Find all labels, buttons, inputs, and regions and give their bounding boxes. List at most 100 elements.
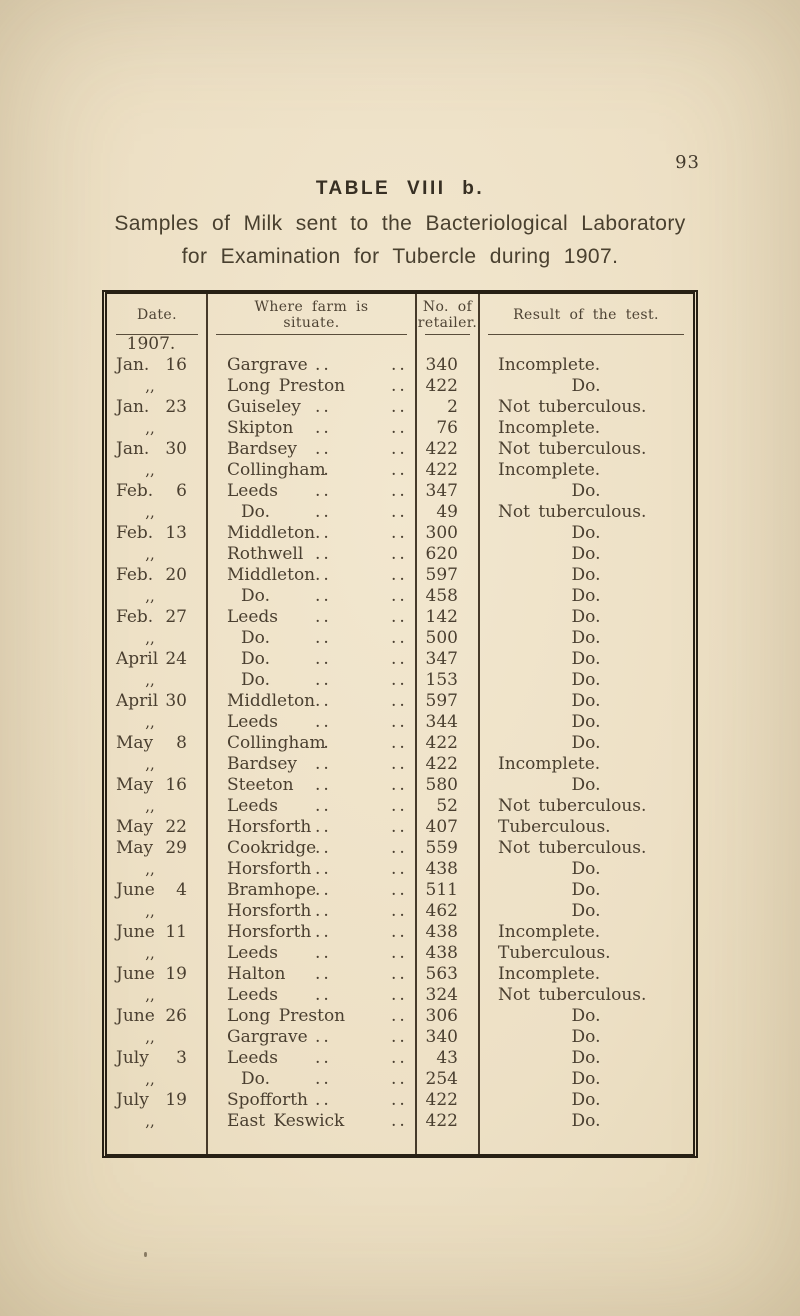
result-cell: Incomplete. [498,418,601,438]
col-header-date: Date. [107,294,207,335]
retailer-no-cell: 306 [425,1006,458,1026]
date-day: 22 [165,817,187,837]
header-rule [116,334,198,335]
retailer-no-cell: 580 [425,775,458,795]
retailer-no-cell: 153 [425,670,458,690]
table-row: May 16 Steeton .. .. 580 Do. [107,775,693,796]
date-day: 19 [165,1090,187,1110]
result-cell: Do. [571,481,601,501]
table-row: ,, Do. .. .. 254 Do. [107,1069,693,1090]
date-cell: ,, [107,754,207,775]
table-row: ,, Horsforth .. .. 462 Do. [107,901,693,922]
dot-leader: .. [315,628,332,648]
retailer-no-cell: 511 [425,880,458,900]
date-day: 30 [165,691,187,711]
col-header-retailer: No. of retailer. [416,294,479,335]
farm-cell: Do. .. .. [207,649,416,670]
dot-leader: .. [391,670,408,690]
farm-cell: Leeds .. .. [207,481,416,502]
date-cell: ,, [107,502,207,523]
farm-name: Long Preston [227,376,346,396]
retailer-no-cell: 340 [425,1027,458,1047]
date-month: Feb. [116,565,154,585]
table-row: ,, Long Preston .. .. 422 Do. [107,376,693,397]
retailer-no-cell: 347 [425,649,458,669]
farm-name: Do. [241,1069,270,1089]
farm-cell: Middleton .. .. [207,523,416,544]
farm-name: Horsforth [227,859,312,879]
date-cell: April 24 [107,649,207,670]
dot-leader: .. [315,544,332,564]
dot-leader: .. [315,1027,332,1047]
date-month: Jan. [116,439,150,459]
farm-name: Bardsey [227,754,298,774]
date-day: 30 [165,439,187,459]
farm-name: Spofforth [227,1090,308,1110]
date-cell: ,, [107,985,207,1006]
retailer-no-cell: 347 [425,481,458,501]
result-cell: Not tuberculous. [498,796,647,816]
date-cell: June 26 [107,1006,207,1027]
table-row: Jan. 16 Gargrave .. .. 340 Incomplete. [107,355,693,376]
retailer-no-cell: 49 [436,502,458,522]
farm-cell: Gargrave .. .. [207,355,416,376]
retailer-no-cell: 462 [425,901,458,921]
date-month: June [116,922,155,942]
date-cell: ,, [107,901,207,922]
dot-leader: .. [391,418,408,438]
result-cell: Do. [571,628,601,648]
date-month: ,, [145,902,155,920]
dot-leader: .. [315,397,332,417]
dot-leader: .. [315,880,332,900]
date-day: 24 [165,649,187,669]
table-body: 1907. Jan. 16 Gargrave .. .. 340 Incompl… [107,334,693,1132]
farm-name: Steeton [227,775,294,795]
date-cell: ,, [107,1027,207,1048]
dot-leader: .. [315,649,332,669]
dot-leader: .. [315,754,332,774]
dot-leader: .. [315,565,332,585]
date-cell: June 11 [107,922,207,943]
date-cell: ,, [107,460,207,481]
date-month: ,, [145,860,155,878]
dot-leader: .. [391,859,408,879]
dot-leader: .. [315,1048,332,1068]
col-header-farm: Where farm is situate. [207,294,416,335]
retailer-no-cell: 559 [425,838,458,858]
date-cell: Jan. 23 [107,397,207,418]
date-cell: ,, [107,859,207,880]
table-row: ,, Leeds .. .. 438 Tuberculous. [107,943,693,964]
table-row: Feb. 20 Middleton .. .. 597 Do. [107,565,693,586]
result-cell: Incomplete. [498,922,601,942]
dot-leader: .. [315,355,332,375]
dot-leader: .. [315,838,332,858]
result-cell: Incomplete. [498,460,601,480]
result-cell: Do. [571,1006,601,1026]
farm-name: Middleton [227,523,316,543]
farm-cell: Leeds .. .. [207,985,416,1006]
date-month: May [116,838,154,858]
farm-name: Long Preston [227,1006,346,1026]
column-divider [478,294,480,1154]
farm-cell: Leeds .. .. [207,796,416,817]
table-row: ,, Do. .. .. 458 Do. [107,586,693,607]
date-cell: Jan. 16 [107,355,207,376]
dot-leader: .. [315,418,332,438]
table-header-row: Date. Where farm is situate. No. of reta… [107,294,693,335]
date-day: 20 [165,565,187,585]
farm-cell: Guiseley .. .. [207,397,416,418]
dot-leader: .. [391,817,408,837]
column-divider [206,294,208,1154]
date-month: ,, [145,545,155,563]
date-cell: April 30 [107,691,207,712]
farm-cell: Cookridge .. .. [207,838,416,859]
farm-cell: Collingham .. .. [207,460,416,481]
dot-leader: .. [391,544,408,564]
column-divider [415,294,417,1154]
dot-leader: .. [391,838,408,858]
result-cell: Do. [571,691,601,711]
farm-cell: Middleton .. .. [207,565,416,586]
retailer-no-cell: 254 [425,1069,458,1089]
farm-cell: Bramhope .. .. [207,880,416,901]
farm-name: Do. [241,670,270,690]
